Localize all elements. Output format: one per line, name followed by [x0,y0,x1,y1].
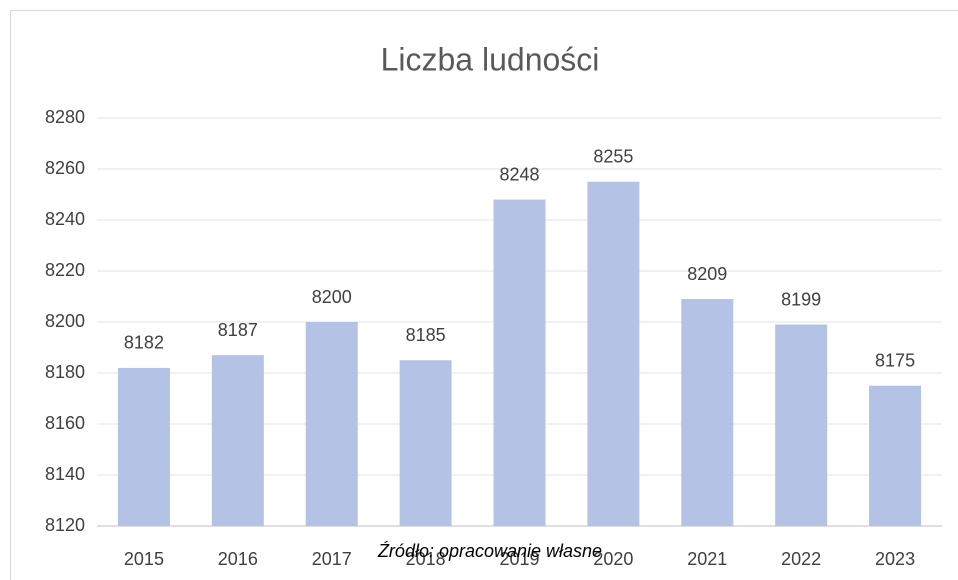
data-label: 8255 [593,147,633,167]
x-tick-label: 2015 [124,549,164,569]
data-label: 8200 [312,287,352,307]
y-tick-label: 8220 [45,260,85,280]
x-tick-label: 2023 [875,549,915,569]
bar [681,299,734,526]
y-tick-label: 8260 [45,158,85,178]
y-tick-label: 8120 [45,515,85,535]
y-tick-label: 8140 [45,464,85,484]
x-tick-label: 2022 [781,549,821,569]
y-tick-label: 8180 [45,362,85,382]
data-label: 8187 [218,320,258,340]
bar [587,181,640,526]
bar [869,385,922,526]
annotation: Źródło: opracowanie własne [377,541,602,561]
data-label: 8209 [687,264,727,284]
x-tick-label: 2021 [687,549,727,569]
bar [117,367,170,526]
y-tick-label: 8280 [45,107,85,127]
data-label: 8175 [875,351,915,371]
x-tick-label: 2019 [499,549,539,569]
bar [493,199,546,526]
bar [399,360,452,526]
x-tick-label: 2016 [218,549,258,569]
data-label: 8199 [781,289,821,309]
data-label: 8248 [499,164,539,184]
y-tick-label: 8200 [45,311,85,331]
data-label: 8185 [406,325,446,345]
y-tick-label: 8240 [45,209,85,229]
bar [211,355,264,526]
bar [305,322,358,526]
y-tick-label: 8160 [45,413,85,433]
data-label: 8182 [124,333,164,353]
bar [775,324,828,526]
x-tick-label: 2018 [406,549,446,569]
x-tick-label: 2020 [593,549,633,569]
x-tick-label: 2017 [312,549,352,569]
chart-title: Liczba ludności [381,41,600,77]
